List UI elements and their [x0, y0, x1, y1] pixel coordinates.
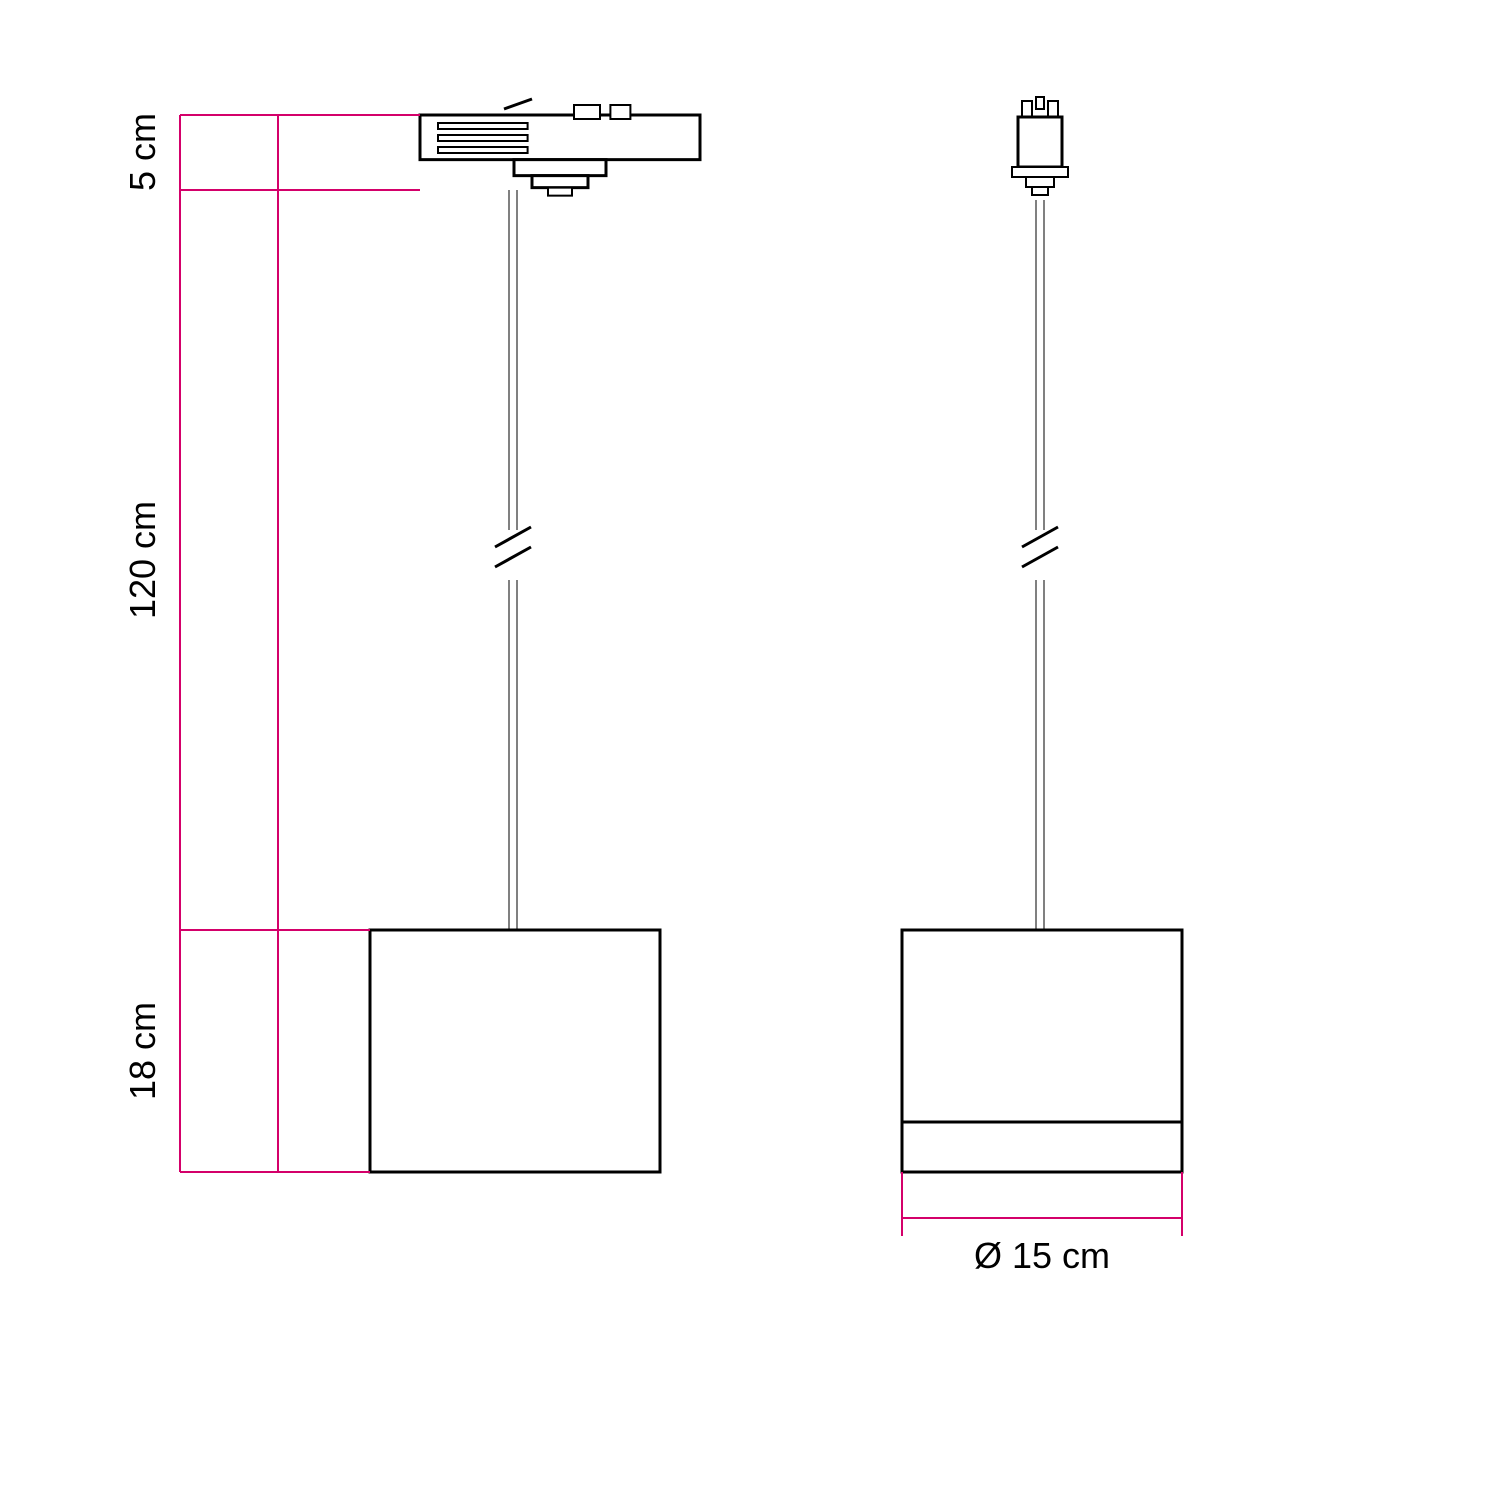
- dim-label-5cm: 5 cm: [122, 113, 163, 191]
- dim-label-120cm: 120 cm: [122, 501, 163, 619]
- dim-label-diameter: Ø 15 cm: [974, 1235, 1110, 1276]
- right-track-adapter: [1012, 97, 1068, 195]
- dim-label-18cm: 18 cm: [122, 1002, 163, 1100]
- left-track-adapter: [420, 99, 700, 196]
